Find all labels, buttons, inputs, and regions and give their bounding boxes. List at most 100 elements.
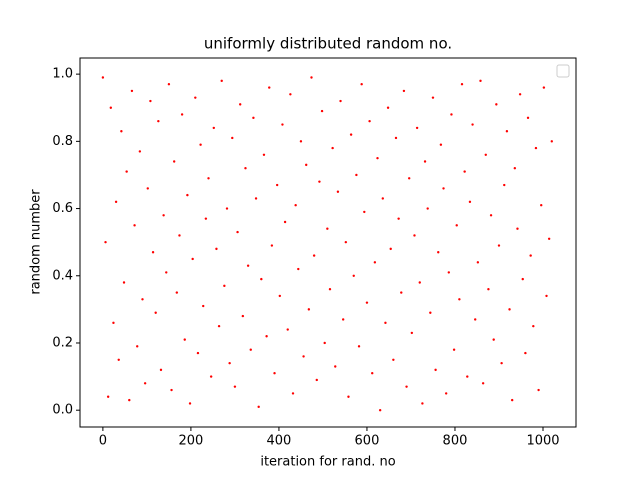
point — [312, 254, 316, 257]
point — [516, 227, 519, 230]
y-tick-label: 0.0 — [52, 403, 73, 418]
point — [183, 338, 186, 341]
point — [249, 348, 252, 351]
point — [492, 338, 495, 341]
point — [281, 123, 284, 126]
y-tick-label: 0.6 — [52, 201, 73, 216]
point — [526, 116, 530, 120]
point — [199, 143, 202, 146]
point — [328, 288, 332, 291]
point — [106, 395, 110, 398]
point — [386, 106, 390, 109]
point — [394, 136, 398, 140]
point — [244, 167, 247, 170]
point — [331, 146, 334, 150]
point — [550, 140, 553, 143]
point — [437, 251, 440, 254]
point — [415, 126, 419, 130]
x-tick-label: 1000 — [526, 434, 559, 449]
point — [207, 177, 210, 180]
point — [347, 395, 350, 398]
point — [400, 291, 403, 294]
point — [170, 388, 173, 392]
point — [323, 341, 326, 345]
point — [468, 200, 472, 204]
point — [495, 103, 498, 106]
point — [254, 197, 258, 200]
point — [299, 140, 303, 143]
point — [157, 119, 160, 123]
point — [270, 244, 274, 247]
point — [289, 93, 292, 96]
point — [291, 392, 295, 395]
point — [365, 301, 369, 304]
y-tick-label: 0.8 — [52, 134, 73, 149]
point — [368, 119, 371, 123]
point — [260, 277, 263, 281]
point — [532, 324, 535, 328]
point — [162, 214, 165, 217]
point — [302, 355, 305, 358]
point — [344, 240, 348, 244]
point — [265, 335, 268, 338]
point — [101, 76, 105, 79]
point — [434, 368, 437, 372]
point — [143, 382, 147, 385]
point — [225, 207, 229, 210]
point — [381, 197, 384, 200]
point — [236, 230, 239, 234]
point — [257, 405, 260, 409]
point — [305, 163, 308, 167]
point — [167, 83, 171, 86]
point — [223, 284, 226, 288]
point — [447, 271, 451, 274]
point — [149, 99, 152, 103]
point — [407, 177, 411, 180]
point — [228, 361, 231, 365]
point — [339, 99, 342, 103]
point — [521, 277, 524, 281]
point — [275, 183, 279, 187]
point — [481, 382, 485, 385]
x-tick-label: 200 — [178, 434, 203, 449]
point — [186, 193, 189, 197]
point — [518, 93, 522, 96]
point — [310, 76, 313, 79]
point — [204, 217, 208, 220]
point — [471, 123, 474, 126]
point — [460, 83, 464, 86]
point — [104, 240, 107, 244]
y-tick-label: 0.4 — [52, 268, 73, 283]
point — [252, 116, 255, 120]
y-tick-label: 0.2 — [52, 335, 73, 350]
x-tick-label: 400 — [267, 434, 292, 449]
chart-title: uniformly distributed random no. — [204, 35, 452, 53]
point — [326, 227, 329, 230]
point — [215, 247, 218, 251]
point — [109, 106, 113, 109]
point — [474, 318, 477, 321]
plot-frame — [79, 57, 577, 428]
point — [363, 210, 366, 214]
point — [442, 187, 445, 190]
point — [188, 402, 192, 405]
point — [405, 385, 408, 388]
point — [489, 214, 493, 217]
point — [273, 372, 276, 375]
point — [191, 257, 194, 261]
point — [547, 237, 551, 241]
point — [133, 224, 136, 227]
point — [294, 203, 297, 207]
point — [540, 203, 543, 207]
point — [484, 153, 487, 156]
point — [159, 368, 163, 372]
point — [196, 351, 200, 355]
point — [180, 113, 184, 116]
point — [241, 314, 245, 318]
point — [479, 79, 482, 83]
point — [423, 160, 427, 163]
point — [439, 143, 443, 146]
x-tick-label: 0 — [99, 434, 107, 449]
point — [402, 89, 406, 93]
